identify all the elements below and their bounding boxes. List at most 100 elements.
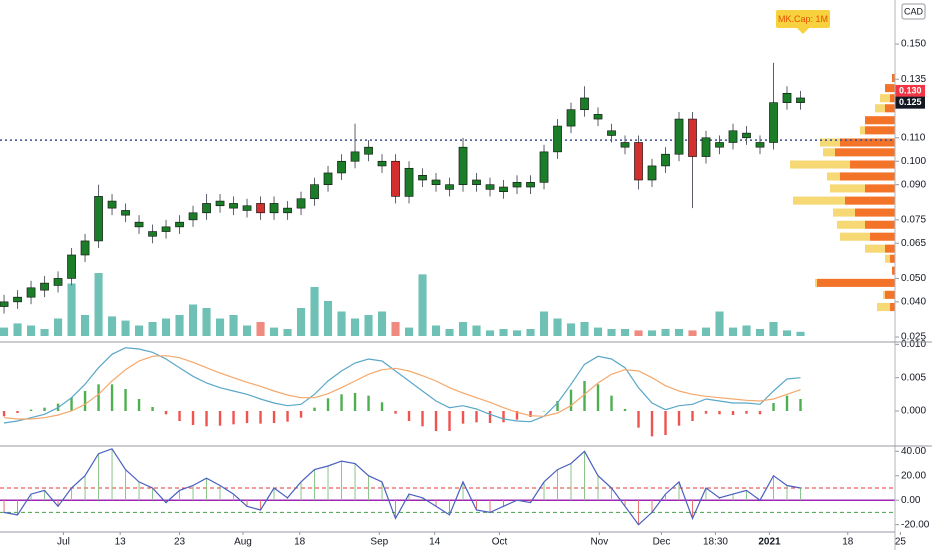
y-tick-label: 0.005 xyxy=(901,372,926,383)
histogram-bar xyxy=(542,411,546,412)
volume-bar xyxy=(742,325,751,336)
candle-body xyxy=(715,142,724,148)
candle-body xyxy=(593,114,603,120)
candle-body xyxy=(337,160,346,174)
candle-body xyxy=(256,203,265,214)
profile-down xyxy=(823,148,835,157)
candle-body xyxy=(242,205,252,211)
volume-bar xyxy=(337,311,346,336)
histogram-bar xyxy=(583,381,586,411)
histogram-bar xyxy=(299,411,303,418)
volume-bar xyxy=(728,327,738,336)
candle-body xyxy=(472,179,481,185)
profile-down xyxy=(793,196,845,205)
y-tick-label: 0.025 xyxy=(901,332,926,343)
candle-body xyxy=(148,231,157,237)
volume-bar xyxy=(256,322,265,336)
histogram-bar xyxy=(326,398,330,411)
candle-body xyxy=(485,184,495,190)
candle-body xyxy=(431,179,441,185)
volume-bar xyxy=(94,273,103,336)
candle-body xyxy=(661,153,670,167)
histogram-bar xyxy=(434,411,438,431)
profile-up xyxy=(890,302,895,312)
profile-down xyxy=(885,254,890,263)
volume-bar xyxy=(229,315,238,336)
profile-down xyxy=(820,138,840,147)
histogram-bar xyxy=(637,411,640,428)
histogram-bar xyxy=(232,411,235,425)
annotation-box xyxy=(776,10,830,28)
histogram-bar xyxy=(191,411,195,425)
volume-bar xyxy=(688,330,697,336)
histogram-bar xyxy=(272,411,276,423)
signal-line xyxy=(3,355,801,420)
candle-body xyxy=(188,212,198,221)
volume-bar xyxy=(769,322,778,336)
volume-bar xyxy=(593,327,603,336)
volume-bar xyxy=(512,330,522,336)
volume-bar xyxy=(202,308,211,336)
profile-up xyxy=(817,278,895,287)
volume-bar xyxy=(134,325,144,336)
x-tick-label: Dec xyxy=(653,537,671,548)
x-tick-label: 2021 xyxy=(758,537,781,548)
histogram-bar xyxy=(259,411,262,424)
volume-bar xyxy=(458,322,468,336)
candle-body xyxy=(796,97,805,103)
profile-up xyxy=(870,232,895,241)
profile-up xyxy=(890,94,895,103)
volume-bar xyxy=(485,330,495,336)
x-tick-label: 25 xyxy=(895,537,907,548)
histogram-bar xyxy=(799,399,802,411)
histogram-bar xyxy=(380,402,384,411)
y-tick-label: 0.065 xyxy=(901,238,926,249)
oscillator-line xyxy=(3,448,801,526)
profile-up xyxy=(855,208,895,217)
profile-up xyxy=(892,74,895,83)
currency-box[interactable] xyxy=(901,3,926,20)
candle-body xyxy=(553,125,562,153)
histogram-bar xyxy=(785,395,789,411)
candle-body xyxy=(458,146,468,185)
x-tick-label: 18 xyxy=(842,537,854,548)
volume-bar xyxy=(607,329,616,336)
candle-body xyxy=(121,210,130,216)
volume-bar xyxy=(283,329,292,336)
histogram-bar xyxy=(16,411,19,413)
volume-bar xyxy=(634,330,643,336)
candle-body xyxy=(499,186,508,193)
y-tick-label: 0.150 xyxy=(901,39,926,50)
volume-bar xyxy=(310,287,319,336)
volume-bar xyxy=(701,327,711,336)
volume-bar xyxy=(53,318,63,336)
volume-bar xyxy=(13,323,22,336)
profile-down xyxy=(883,290,885,299)
x-tick-label: Aug xyxy=(234,537,252,548)
histogram-bar xyxy=(745,411,748,414)
candle-body xyxy=(296,198,306,209)
histogram-bar xyxy=(367,395,370,411)
volume-bar xyxy=(553,318,562,336)
profile-up xyxy=(850,160,895,169)
profile-down xyxy=(860,126,865,135)
candle-body xyxy=(26,287,36,298)
price-label: 0.130 xyxy=(899,85,922,95)
volume-bar xyxy=(40,329,49,336)
volume-bar xyxy=(121,320,130,336)
profile-down xyxy=(790,160,850,169)
candle-body xyxy=(728,130,738,143)
volume-bar xyxy=(580,322,589,336)
candle-body xyxy=(0,301,9,307)
x-tick-label: 14 xyxy=(429,537,441,548)
histogram-bar xyxy=(529,411,532,417)
histogram-bar xyxy=(97,384,100,411)
histogram-bar xyxy=(704,411,708,414)
candle-body xyxy=(283,207,292,214)
profile-up xyxy=(890,254,895,263)
candle-body xyxy=(782,92,792,103)
histogram-bar xyxy=(394,411,397,414)
volume-bar xyxy=(404,327,414,336)
histogram-bar xyxy=(164,411,168,415)
candle-body xyxy=(742,132,751,139)
